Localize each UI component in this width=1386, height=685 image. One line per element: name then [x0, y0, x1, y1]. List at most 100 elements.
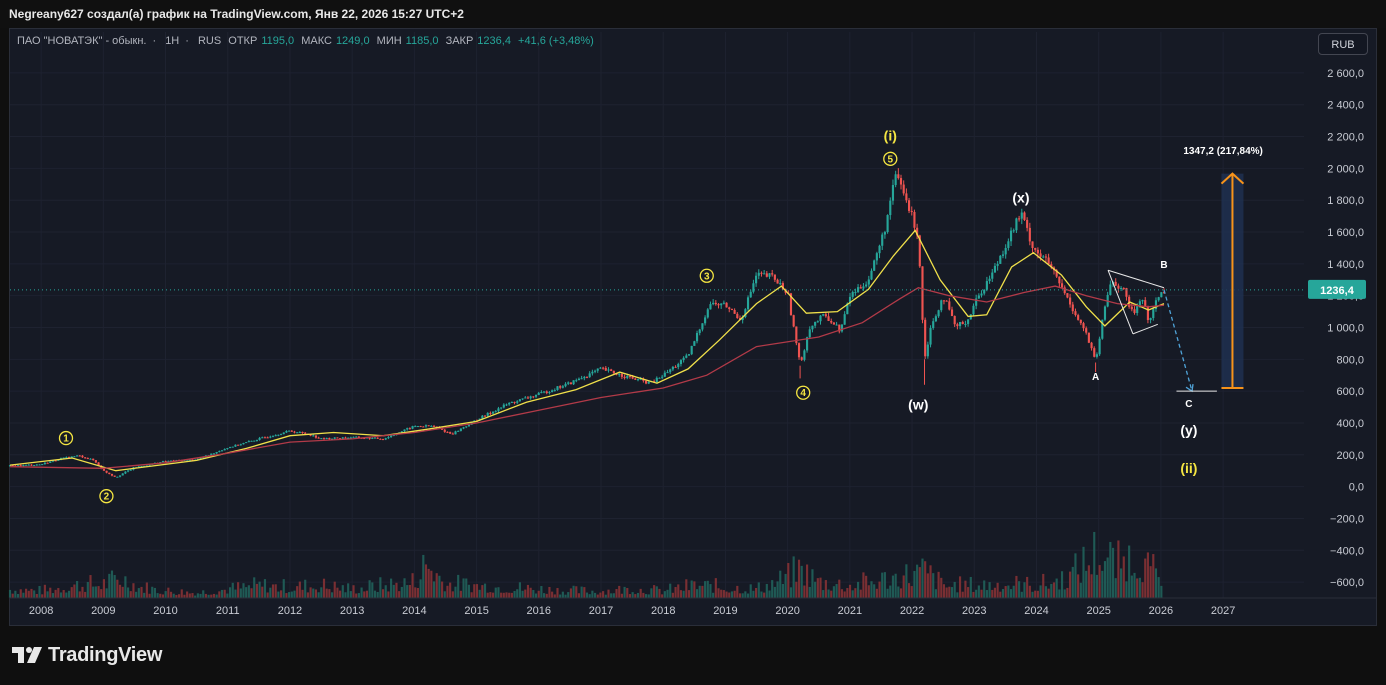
- wave-label: 1: [63, 434, 69, 445]
- candle: [19, 464, 22, 467]
- candle: [127, 469, 130, 473]
- candle: [317, 436, 320, 439]
- volume-bar: [1066, 587, 1069, 598]
- volume-bar: [194, 595, 197, 598]
- volume-bar: [612, 593, 615, 598]
- candle: [865, 281, 868, 288]
- candle: [35, 464, 38, 466]
- candle-body: [870, 270, 873, 280]
- symbol-name[interactable]: ПАО "НОВАТЭК" - обыкн.: [17, 35, 147, 47]
- candle-body: [701, 323, 704, 330]
- volume-bar: [70, 587, 73, 598]
- volume-bar: [572, 585, 575, 598]
- candle: [618, 372, 621, 377]
- candle: [1031, 241, 1034, 253]
- candle-body: [768, 273, 771, 277]
- time-tick-label: 2015: [464, 605, 488, 617]
- interval-label[interactable]: 1Н: [165, 35, 180, 47]
- volume-bar: [237, 582, 240, 598]
- price-chart[interactable]: 1347,2 (217,84%) 1 2 3 4 5 (i) (x) (w) A B C (y) (ii…: [0, 0, 1386, 626]
- wave-label-circle: [58, 430, 74, 446]
- volume-bar: [1069, 571, 1072, 598]
- volume-bar: [245, 587, 248, 598]
- tradingview-logo[interactable]: TradingView: [12, 644, 162, 666]
- candle: [886, 214, 889, 234]
- volume-bar: [365, 590, 369, 598]
- candle-body: [902, 184, 905, 194]
- candle-body: [899, 178, 903, 185]
- volume-bar: [741, 593, 744, 598]
- candle: [414, 425, 417, 428]
- volume-bar: [322, 578, 326, 598]
- candle: [218, 450, 221, 453]
- candle: [419, 425, 422, 428]
- volume-bar: [395, 582, 398, 598]
- candle-body: [714, 302, 717, 305]
- candle-body: [1085, 328, 1088, 333]
- candle-body: [602, 367, 605, 369]
- volume-bar: [1125, 581, 1128, 598]
- currency-button[interactable]: RUB: [1318, 33, 1368, 55]
- candle-body: [964, 323, 967, 325]
- candle: [671, 365, 674, 372]
- candle: [121, 473, 124, 476]
- candle: [454, 430, 457, 435]
- volume-bar: [658, 588, 661, 598]
- candle: [1069, 293, 1072, 308]
- candle: [811, 325, 814, 333]
- volume-bar: [360, 587, 363, 598]
- volume-bar: [8, 589, 12, 598]
- price-tick-label: 1 400,0: [1327, 259, 1364, 271]
- volume-bar: [143, 592, 146, 598]
- candle-body: [945, 300, 948, 302]
- candle-body: [38, 464, 41, 466]
- candle-body: [22, 464, 25, 466]
- volume-bar: [1015, 575, 1018, 598]
- candle: [677, 362, 680, 370]
- candle: [728, 306, 731, 313]
- candle-body: [164, 461, 167, 463]
- volume-bar: [988, 582, 991, 598]
- candle-body: [988, 278, 991, 282]
- candle-body: [797, 343, 801, 358]
- volume-bar: [679, 590, 683, 598]
- candle: [760, 271, 763, 277]
- candle: [714, 300, 717, 306]
- measure-arrowhead: [1220, 172, 1245, 185]
- candle-body: [728, 307, 731, 310]
- candle: [22, 464, 25, 467]
- candle: [1023, 211, 1026, 222]
- volume-bar: [977, 585, 980, 598]
- candle: [285, 430, 288, 434]
- volume-bar: [840, 589, 844, 598]
- candle: [521, 398, 524, 401]
- candle: [752, 279, 755, 294]
- volume-bar: [1055, 578, 1058, 598]
- candle-body: [137, 466, 140, 468]
- volume-bar: [1130, 575, 1133, 598]
- volume-bar: [655, 586, 658, 598]
- volume-bar: [899, 588, 903, 598]
- candle-body: [16, 465, 20, 467]
- volume-bar: [231, 582, 234, 598]
- volume-bar: [564, 594, 567, 598]
- volume-bar: [478, 589, 481, 598]
- candle-body: [355, 436, 358, 438]
- projection-arrowhead: [1185, 384, 1194, 393]
- volume-bar: [666, 589, 669, 598]
- volume-bar: [1018, 581, 1021, 598]
- volume-bar: [11, 593, 14, 598]
- candle-body: [242, 442, 245, 445]
- volume-bar: [773, 586, 776, 598]
- candle: [1149, 317, 1152, 324]
- volume-bar: [1144, 558, 1147, 598]
- volume-bar: [328, 589, 331, 598]
- candle-body: [483, 415, 487, 417]
- candle: [237, 444, 240, 446]
- volume-bar: [765, 583, 768, 598]
- candle-body: [658, 377, 661, 379]
- volume-bar: [298, 581, 301, 598]
- volume-bar: [964, 580, 967, 598]
- candle-body: [368, 437, 371, 439]
- volume-bar: [991, 589, 994, 598]
